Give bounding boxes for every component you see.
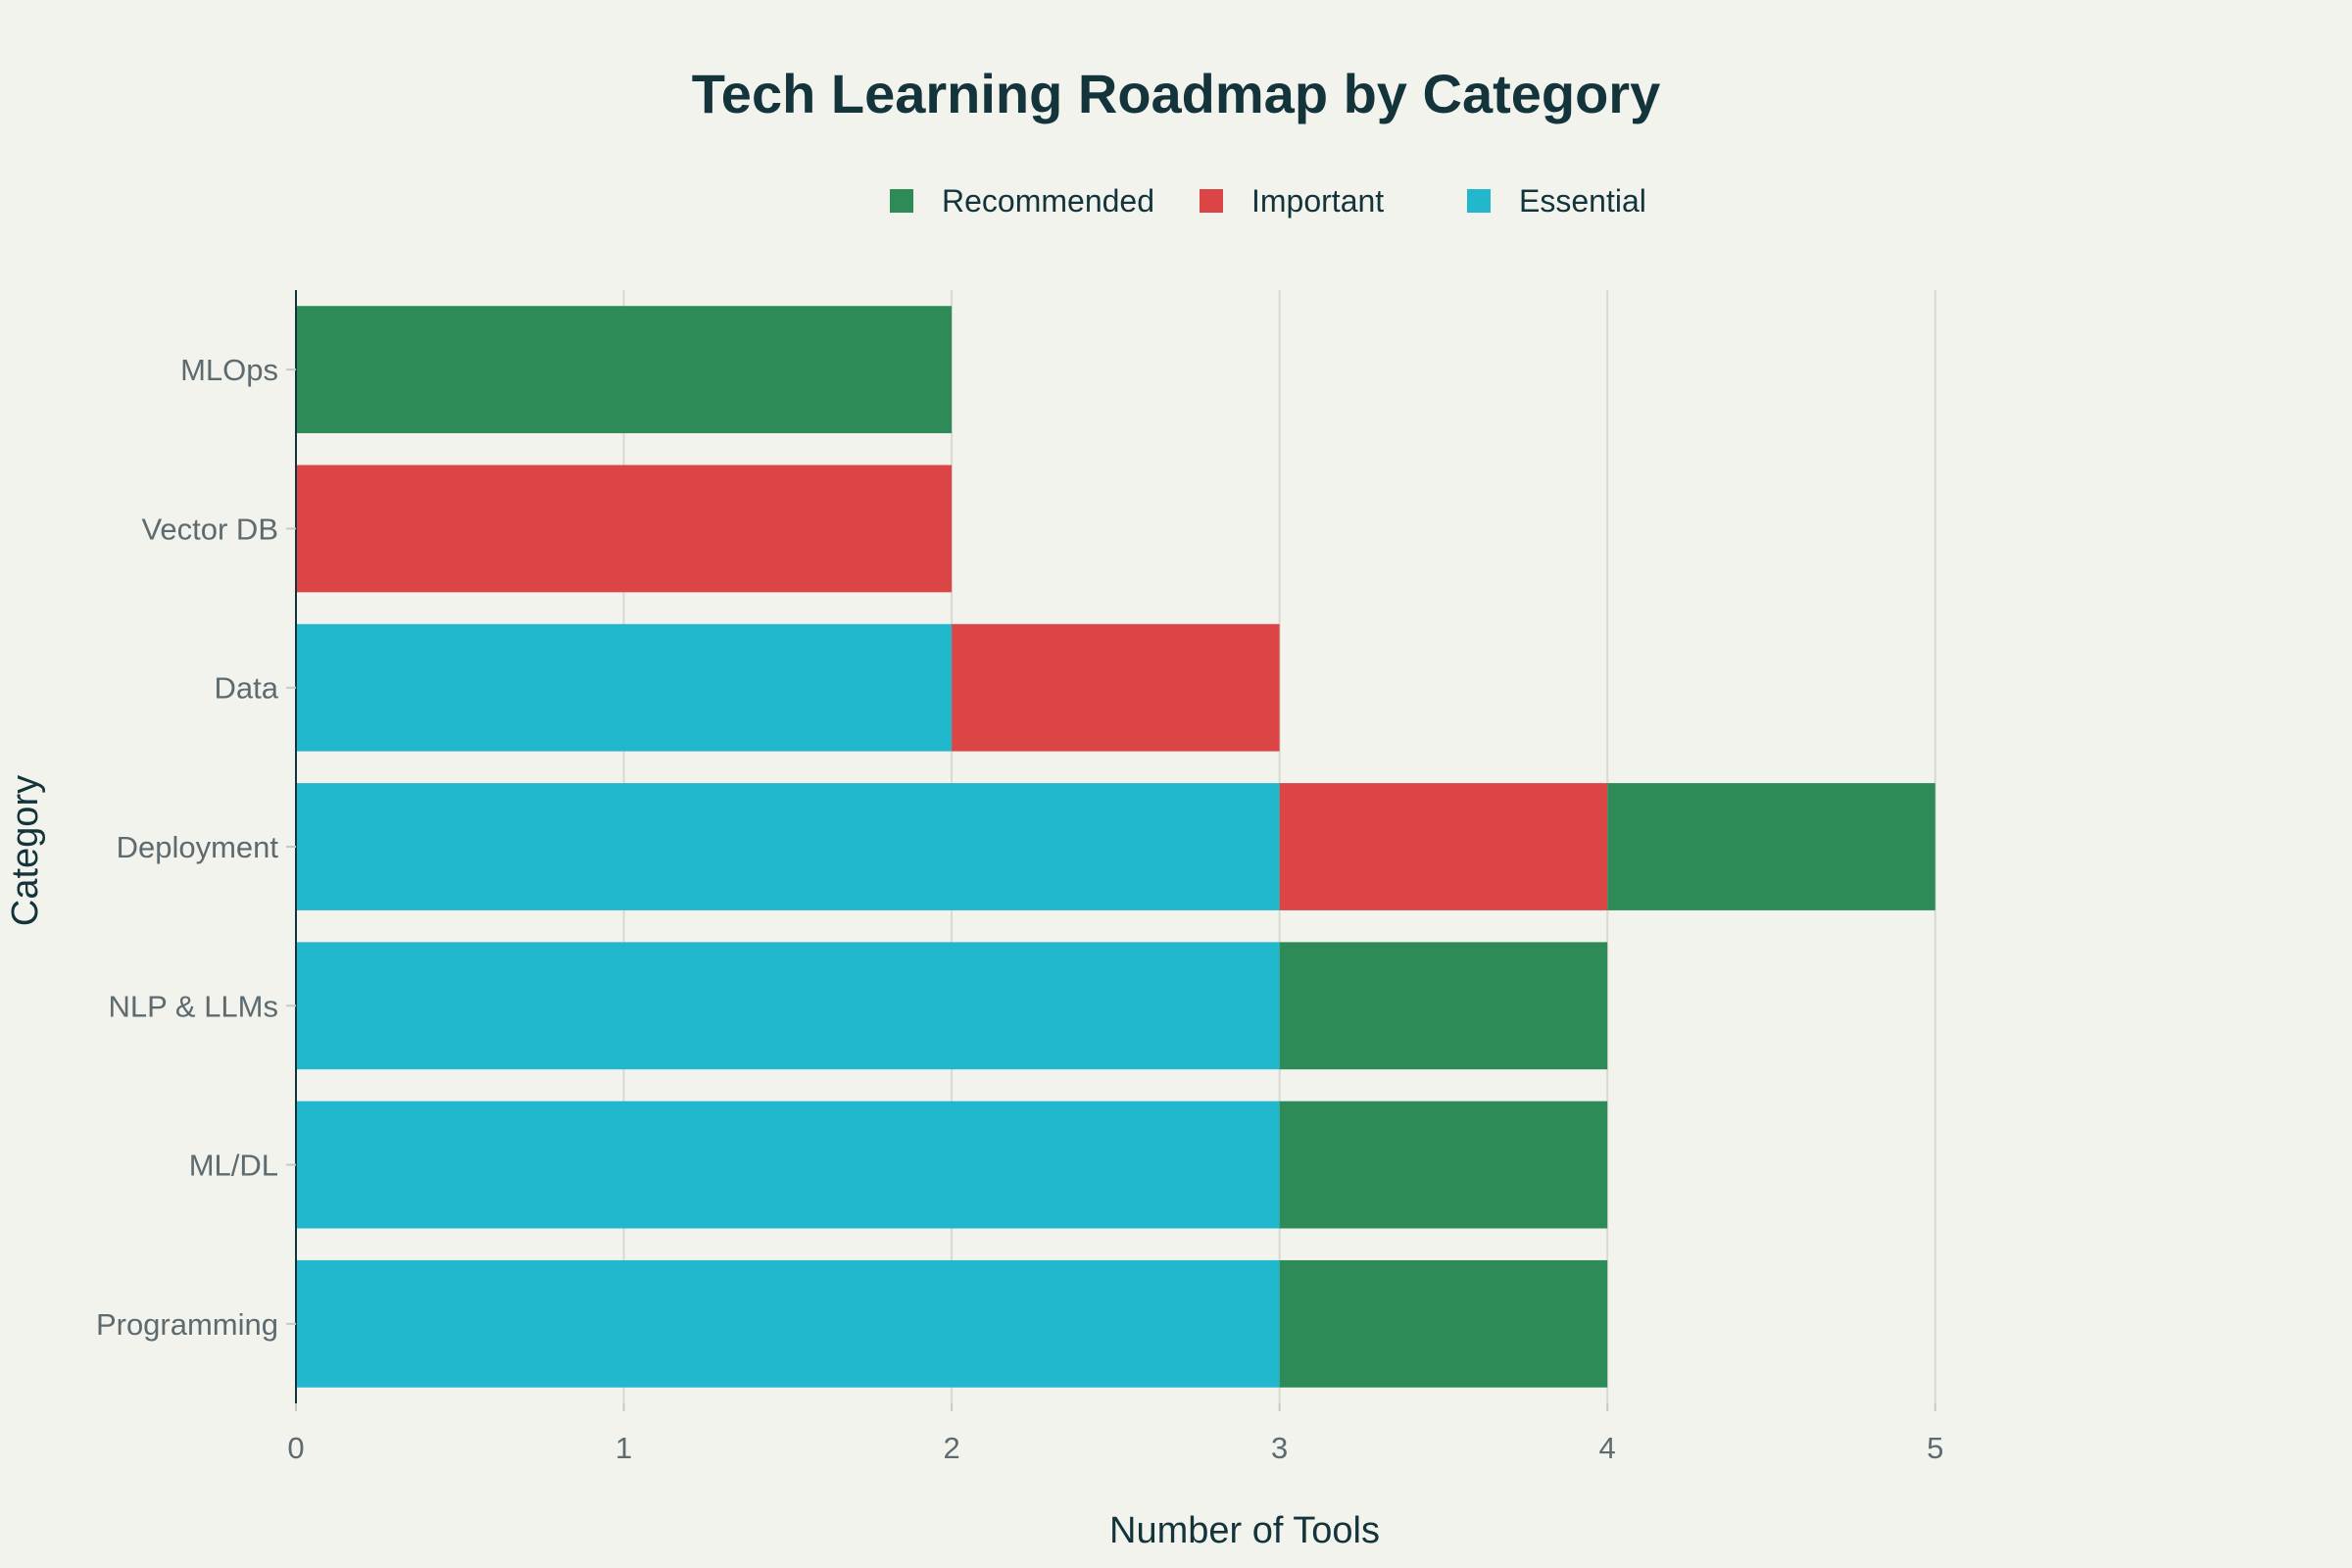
x-axis-title: Number of Tools	[1109, 1510, 1380, 1551]
y-tick-label: Vector DB	[141, 512, 278, 546]
x-tick-label: 3	[1271, 1431, 1288, 1465]
chart-title: Tech Learning Roadmap by Category	[692, 63, 1660, 124]
bar-segment-recommended-programming	[1279, 1259, 1608, 1388]
x-tick-label: 5	[1927, 1431, 1943, 1465]
y-tick-label: Programming	[96, 1307, 278, 1342]
axes: 0 1 2 3 4 5 Programming ML/DL NLP & LLMs Deployme…	[96, 290, 1943, 1465]
y-tick-label: NLP & LLMs	[109, 989, 278, 1023]
y-tick-label: MLOps	[180, 353, 278, 387]
y-tick-label: ML/DL	[189, 1149, 278, 1183]
y-tick-label: Deployment	[117, 830, 279, 864]
y-tick-label: Data	[215, 671, 279, 706]
x-tick-label: 0	[287, 1431, 304, 1465]
bar-segment-recommended-ml-dl	[1279, 1101, 1608, 1229]
bar-segment-essential-deployment	[296, 783, 1280, 910]
bar-segment-essential-data	[296, 623, 953, 752]
legend-label-recommended: Recommended	[942, 183, 1154, 219]
bars	[296, 306, 1936, 1388]
bar-segment-recommended-deployment	[1607, 783, 1936, 910]
bar-segment-essential-nlp-llms	[296, 942, 1280, 1070]
x-tick-label: 1	[615, 1431, 632, 1465]
bar-segment-important-vector-db	[296, 465, 953, 593]
legend-label-essential: Essential	[1519, 183, 1646, 219]
x-tick-label: 4	[1599, 1431, 1616, 1465]
legend-swatch-recommended	[890, 189, 913, 213]
bar-segment-important-deployment	[1279, 783, 1608, 910]
bar-segment-recommended-nlp-llms	[1279, 942, 1608, 1070]
legend-swatch-important	[1200, 189, 1223, 213]
bar-segment-recommended-mlops	[296, 306, 953, 434]
bar-segment-important-data	[952, 623, 1280, 752]
chart-legend: Recommended Important Essential	[890, 183, 1646, 219]
bar-segment-essential-ml-dl	[296, 1101, 1280, 1229]
legend-label-important: Important	[1251, 183, 1384, 219]
legend-swatch-essential	[1467, 189, 1491, 213]
y-axis-title: Category	[5, 775, 46, 926]
bar-segment-essential-programming	[296, 1259, 1280, 1388]
x-tick-label: 2	[943, 1431, 959, 1465]
